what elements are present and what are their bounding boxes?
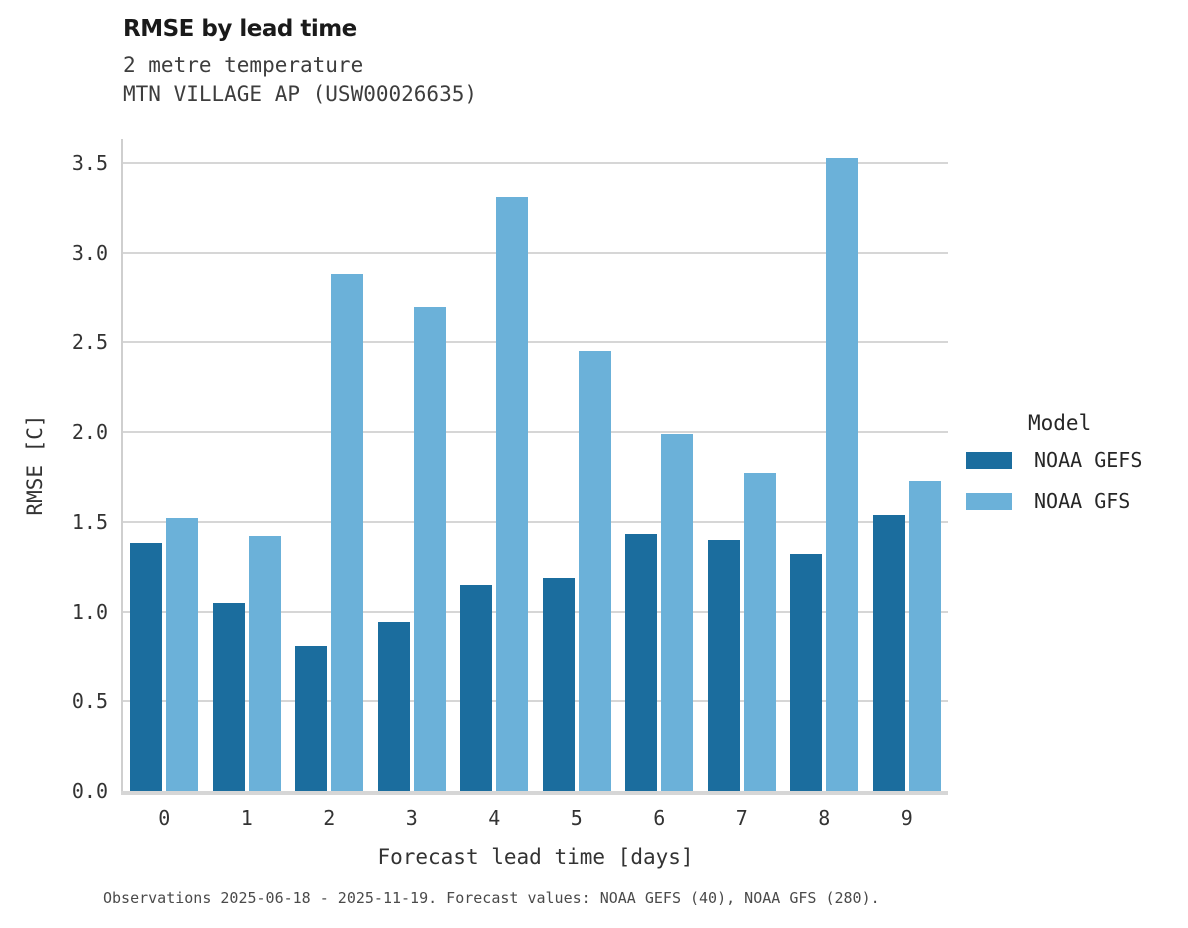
x-tick-label: 3 (405, 806, 418, 830)
bar-noaa-gfs-day-1 (248, 536, 281, 791)
legend-title: Model (1028, 411, 1092, 435)
bar-noaa-gefs-day-9 (872, 514, 905, 791)
bar-noaa-gefs-day-4 (460, 584, 493, 791)
x-tick-label: 5 (570, 806, 583, 830)
y-tick-label: 2.5 (71, 330, 108, 355)
bar-noaa-gefs-day-1 (212, 602, 245, 791)
y-tick-label: 0.5 (71, 689, 108, 714)
bar-noaa-gfs-day-9 (908, 480, 941, 791)
gridline (123, 610, 948, 613)
gridline (123, 251, 948, 254)
x-tick-label: 7 (735, 806, 748, 830)
x-tick-label: 9 (900, 806, 913, 830)
y-tick-label: 3.5 (71, 151, 108, 176)
legend-entry-noaa-gfs: NOAA GFS (966, 489, 1181, 513)
y-tick-label: 0.0 (71, 779, 108, 803)
bar-noaa-gefs-day-0 (130, 543, 163, 791)
gridline (123, 520, 948, 523)
y-tick-label: 1.0 (71, 599, 108, 624)
x-axis-spine (121, 791, 948, 795)
x-tick-label: 1 (240, 806, 253, 830)
chart-subtitle: 2 metre temperature MTN VILLAGE AP (USW00… (123, 51, 477, 109)
x-tick-label: 6 (653, 806, 666, 830)
x-tick-label: 2 (323, 806, 336, 830)
y-axis-label: RMSE [C] (23, 414, 47, 516)
x-axis-label: Forecast lead time [days] (377, 845, 694, 869)
subtitle-line-2: MTN VILLAGE AP (USW00026635) (123, 82, 478, 106)
bar-noaa-gefs-day-6 (625, 534, 658, 791)
legend: Model NOAA GEFS NOAA GFS (966, 411, 1181, 530)
bar-noaa-gfs-day-0 (166, 518, 199, 791)
legend-swatch-icon (966, 492, 1012, 510)
bar-noaa-gfs-day-6 (661, 433, 694, 791)
gridline (123, 431, 948, 434)
legend-entries: NOAA GEFS NOAA GFS (966, 448, 1181, 513)
bar-noaa-gefs-day-5 (542, 577, 575, 791)
legend-entry-label: NOAA GFS (1034, 489, 1131, 513)
y-axis-spine (121, 139, 123, 794)
y-tick-label: 1.5 (71, 509, 108, 534)
y-tick-label: 2.0 (71, 420, 108, 445)
bar-noaa-gfs-day-4 (496, 197, 529, 791)
bar-noaa-gfs-day-7 (743, 473, 776, 791)
x-tick-label: 0 (158, 806, 171, 830)
bar-noaa-gefs-day-3 (377, 622, 410, 791)
bar-noaa-gefs-day-2 (295, 645, 328, 791)
bar-noaa-gefs-day-7 (707, 539, 740, 791)
y-tick-label: 3.0 (71, 240, 108, 265)
bar-noaa-gfs-day-8 (826, 157, 859, 791)
bar-noaa-gfs-day-5 (578, 351, 611, 791)
subtitle-line-1: 2 metre temperature (123, 53, 364, 77)
bar-noaa-gfs-day-2 (331, 274, 364, 791)
gridline (123, 162, 948, 165)
plot-area: 0.0 0.5 1.0 1.5 2.0 2.5 3.0 3.5 0 1 2 3 4 5 6 7 8 9 (72, 139, 948, 830)
chart-title: RMSE by lead time (123, 16, 357, 42)
bar-noaa-gefs-day-8 (790, 554, 823, 791)
footer-caption: Observations 2025-06-18 - 2025-11-19. Fo… (103, 889, 880, 907)
gridline (123, 700, 948, 703)
x-tick-label: 8 (818, 806, 831, 830)
bar-noaa-gfs-day-3 (413, 306, 446, 791)
gridline (123, 341, 948, 344)
legend-swatch-icon (966, 451, 1012, 469)
legend-entry-noaa-gefs: NOAA GEFS (966, 448, 1181, 472)
x-tick-label: 4 (488, 806, 501, 830)
legend-entry-label: NOAA GEFS (1034, 448, 1143, 472)
